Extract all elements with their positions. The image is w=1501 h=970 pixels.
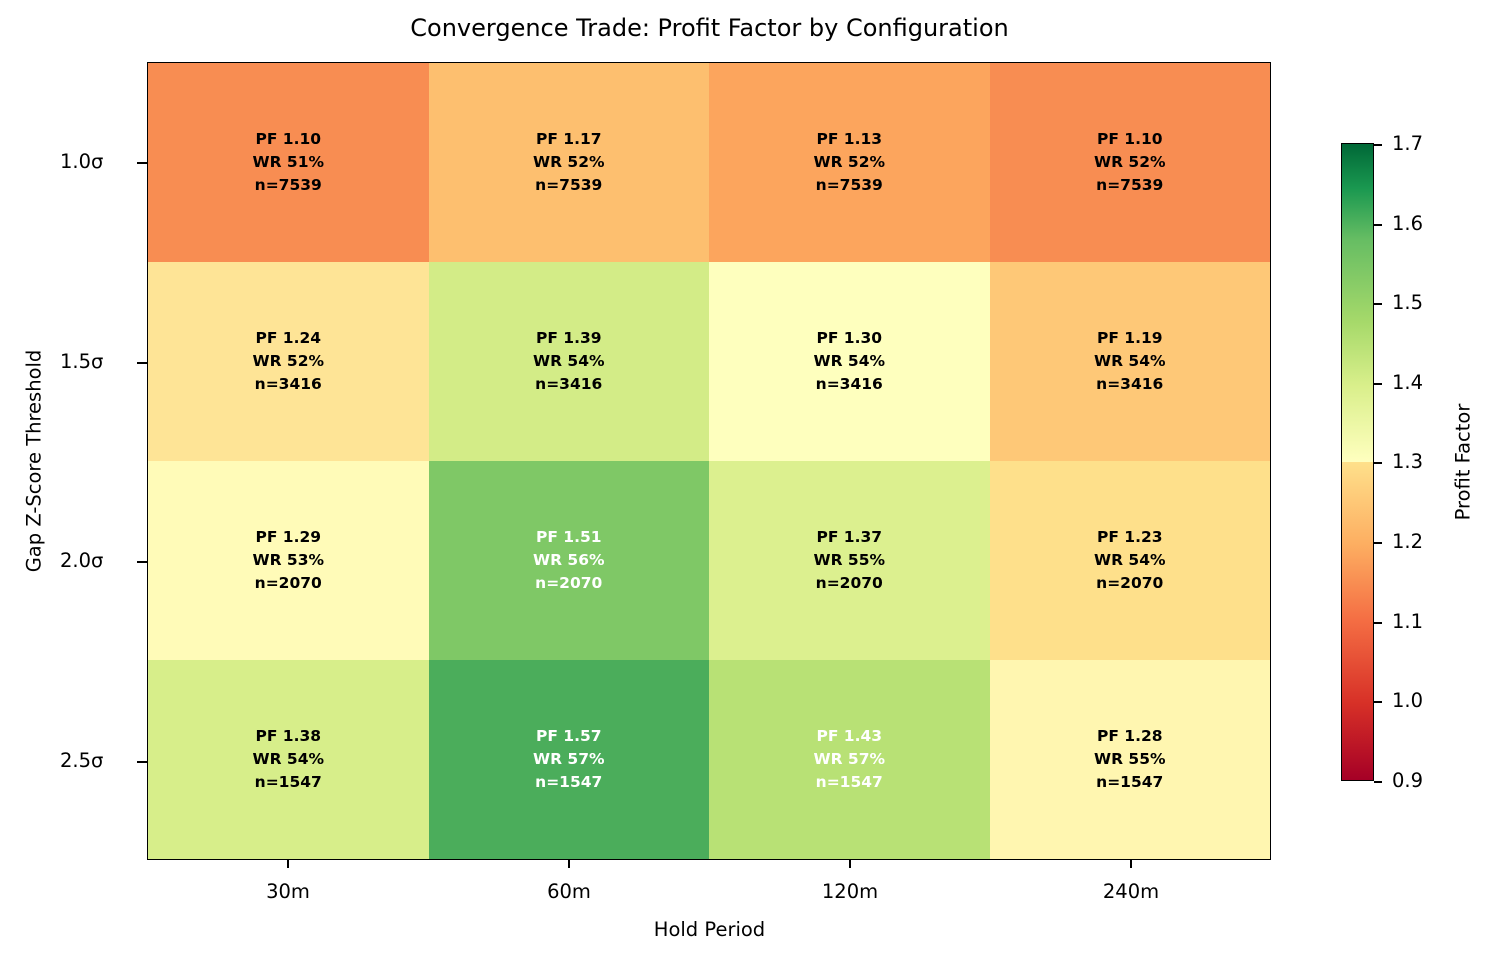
cell-pf-label: PF 1.13 [816,130,883,148]
cell-pf-label: PF 1.38 [255,727,322,745]
colorbar-tick: 1.6 [1374,212,1423,235]
cell-pf-label: PF 1.39 [535,329,602,347]
heatmap-cell: PF 1.37 WR 55% n=2070 [709,461,990,660]
cell-pf-label: PF 1.23 [1096,528,1163,546]
cell-wr-label: WR 54% [252,750,325,768]
chart-title: Convergence Trade: Profit Factor by Conf… [410,14,1009,42]
y-tick-label: 1.0σ [60,150,147,173]
cell-n-label: n=3416 [815,375,883,393]
y-axis-label: Gap Z-Score Threshold [22,349,46,573]
cell-n-label: n=1547 [254,773,322,791]
cell-pf-label: PF 1.28 [1096,727,1163,745]
heatmap-cell: PF 1.10 WR 51% n=7539 [148,63,429,262]
heatmap-cell: PF 1.28 WR 55% n=1547 [989,660,1270,859]
cell-wr-label: WR 57% [532,750,605,768]
cell-pf-label: PF 1.19 [1096,329,1163,347]
heatmap-cell: PF 1.43 WR 57% n=1547 [709,660,990,859]
cell-n-label: n=3416 [254,375,322,393]
heatmap-cell: PF 1.23 WR 54% n=2070 [989,461,1270,660]
cell-n-label: n=1547 [1096,773,1164,791]
cell-n-label: n=2070 [815,574,883,592]
colorbar-label: Profit Factor [1451,403,1475,521]
cell-pf-label: PF 1.51 [535,528,602,546]
cell-wr-label: WR 56% [532,551,605,569]
cell-pf-label: PF 1.17 [535,130,602,148]
cell-wr-label: WR 54% [532,352,605,370]
heatmap-cell: PF 1.30 WR 54% n=3416 [709,262,990,461]
x-tick-label: 120m [780,860,920,903]
cell-pf-label: PF 1.24 [255,329,322,347]
colorbar-tick: 0.9 [1374,769,1423,792]
colorbar-tick: 1.1 [1374,610,1423,633]
cell-n-label: n=2070 [1096,574,1164,592]
colorbar-tick: 1.7 [1374,132,1423,155]
cell-n-label: n=7539 [254,176,322,194]
cell-wr-label: WR 54% [1093,551,1166,569]
cell-n-label: n=2070 [535,574,603,592]
cell-n-label: n=1547 [815,773,883,791]
x-tick-label: 30m [218,860,358,903]
cell-n-label: n=1547 [535,773,603,791]
cell-wr-label: WR 55% [813,551,886,569]
cell-pf-label: PF 1.29 [255,528,322,546]
colorbar-tick: 1.0 [1374,689,1423,712]
colorbar-tick: 1.5 [1374,291,1423,314]
y-tick-label: 1.5σ [60,350,147,373]
cell-wr-label: WR 53% [252,551,325,569]
cell-n-label: n=3416 [1096,375,1164,393]
cell-wr-label: WR 52% [252,352,325,370]
x-axis-label: Hold Period [653,918,766,941]
cell-pf-label: PF 1.10 [1096,130,1163,148]
y-tick-label: 2.5σ [60,749,147,772]
cell-wr-label: WR 55% [1093,750,1166,768]
heatmap-cell: PF 1.19 WR 54% n=3416 [989,262,1270,461]
cell-pf-label: PF 1.10 [255,130,322,148]
heatmap-cell: PF 1.17 WR 52% n=7539 [428,63,709,262]
heatmap-cell: PF 1.13 WR 52% n=7539 [709,63,990,262]
cell-wr-label: WR 51% [252,153,325,171]
heatmap-grid: PF 1.10 WR 51% n=7539 PF 1.17 WR 52% n=7539 PF… [147,62,1271,860]
cell-wr-label: WR 52% [813,153,886,171]
heatmap-cell: PF 1.51 WR 56% n=2070 [428,461,709,660]
y-tick-label: 2.0σ [60,549,147,572]
colorbar-tick: 1.3 [1374,450,1423,473]
cell-wr-label: WR 57% [813,750,886,768]
cell-pf-label: PF 1.43 [816,727,883,745]
cell-pf-label: PF 1.37 [816,528,883,546]
cell-wr-label: WR 52% [1093,153,1166,171]
cell-n-label: n=7539 [535,176,603,194]
heatmap-cell: PF 1.10 WR 52% n=7539 [989,63,1270,262]
x-tick-label: 240m [1061,860,1201,903]
cell-pf-label: PF 1.57 [535,727,602,745]
cell-pf-label: PF 1.30 [816,329,883,347]
heatmap-cell: PF 1.57 WR 57% n=1547 [428,660,709,859]
cell-n-label: n=7539 [815,176,883,194]
x-tick-label: 60m [499,860,639,903]
heatmap-cell: PF 1.24 WR 52% n=3416 [148,262,429,461]
cell-n-label: n=7539 [1096,176,1164,194]
cell-n-label: n=3416 [535,375,603,393]
colorbar-tick: 1.2 [1374,530,1423,553]
heatmap-cell: PF 1.39 WR 54% n=3416 [428,262,709,461]
cell-n-label: n=2070 [254,574,322,592]
colorbar [1341,143,1374,781]
cell-wr-label: WR 54% [1093,352,1166,370]
heatmap-cell: PF 1.38 WR 54% n=1547 [148,660,429,859]
heatmap-cell: PF 1.29 WR 53% n=2070 [148,461,429,660]
colorbar-tick: 1.4 [1374,371,1423,394]
cell-wr-label: WR 54% [813,352,886,370]
cell-wr-label: WR 52% [532,153,605,171]
